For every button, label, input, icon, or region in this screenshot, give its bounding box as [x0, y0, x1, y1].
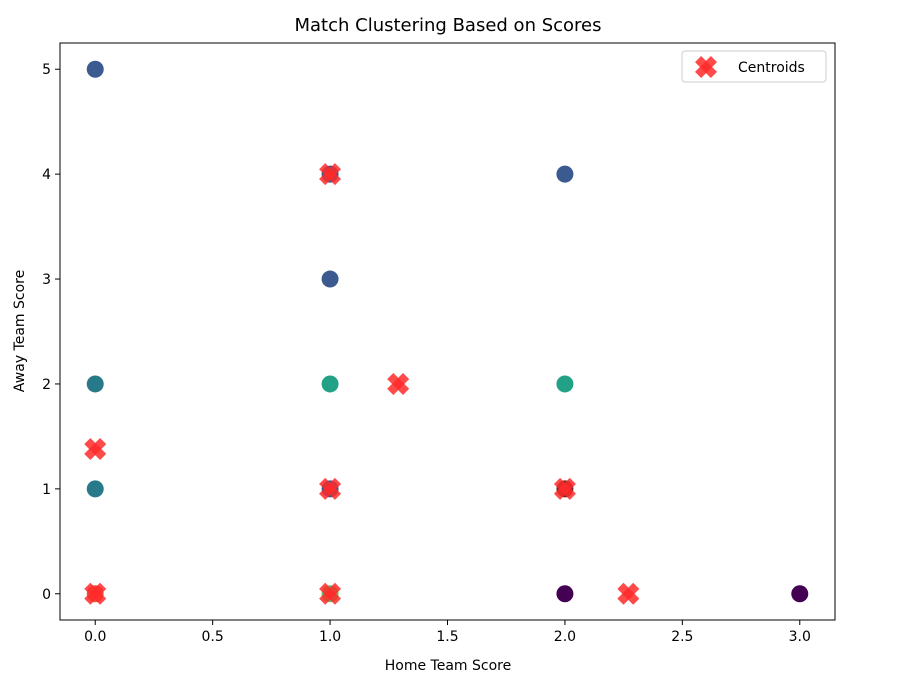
y-axis-label: Away Team Score [12, 270, 28, 392]
x-tick-labels: 0.0 0.5 1.0 1.5 2.0 2.5 3.0 [84, 629, 811, 645]
legend-entry-centroids: Centroids [738, 60, 805, 76]
scatter-point [321, 270, 339, 288]
x-axis-label: Home Team Score [385, 658, 511, 674]
y-tick-label: 2 [42, 377, 51, 393]
legend: Centroids [681, 50, 827, 83]
x-tick-label: 0.5 [202, 629, 224, 645]
legend-box [681, 50, 827, 83]
x-tick-label: 1.5 [436, 629, 458, 645]
data-points [86, 60, 809, 603]
centroid-marker [319, 163, 342, 186]
plot-area [55, 42, 836, 625]
x-tick-label: 2.5 [671, 629, 693, 645]
y-tick-labels: 0 1 2 3 4 5 [42, 62, 51, 603]
scatter-point [556, 585, 574, 603]
centroid-marker [387, 372, 410, 395]
y-tick-label: 5 [42, 62, 51, 78]
x-tick-label: 2.0 [554, 629, 576, 645]
centroid-marker [553, 477, 576, 500]
centroid-marker [319, 582, 342, 605]
legend-centroid-marker [695, 56, 717, 78]
scatter-point [791, 585, 809, 603]
scatter-point [556, 165, 574, 183]
centroid-marker [319, 477, 342, 500]
scatter-point [86, 375, 104, 393]
chart-title: Match Clustering Based on Scores [294, 15, 601, 36]
plot-frame [59, 42, 836, 621]
x-tick-label: 3.0 [789, 629, 811, 645]
y-tick-label: 4 [42, 167, 51, 183]
x-tick-label: 0.0 [84, 629, 106, 645]
centroid-markers [84, 163, 640, 605]
legend-centroid-x [695, 56, 717, 78]
y-tick-label: 3 [42, 272, 51, 288]
scatter-point [321, 375, 339, 393]
scatter-point [556, 375, 574, 393]
scatter-point [86, 480, 104, 498]
centroid-marker [617, 582, 640, 605]
x-tick-label: 1.0 [319, 629, 341, 645]
scatter-point [86, 60, 104, 78]
y-tick-label: 1 [42, 482, 51, 498]
y-tick-label: 0 [42, 587, 51, 603]
centroid-marker [84, 437, 107, 460]
centroid-marker [84, 582, 107, 605]
